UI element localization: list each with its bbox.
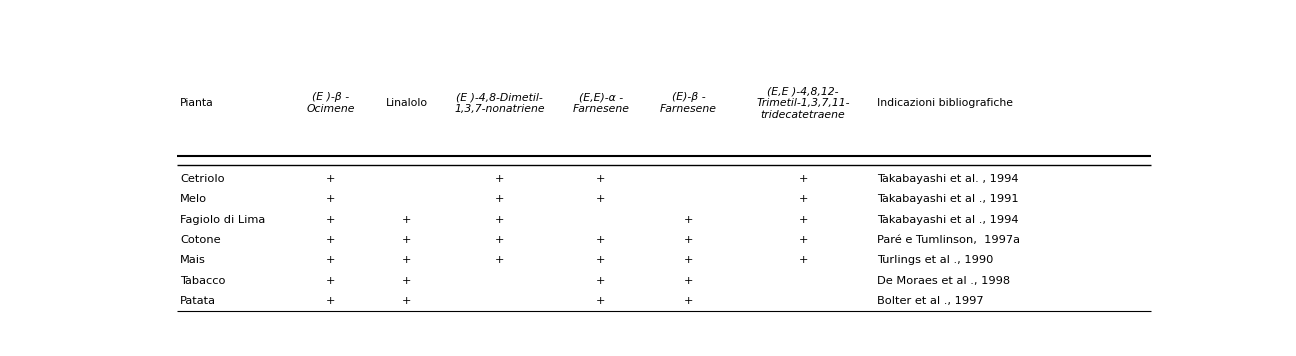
Text: +: + <box>325 296 336 306</box>
Text: Patata: Patata <box>180 296 216 306</box>
Text: +: + <box>798 235 807 245</box>
Text: Fagiolo di Lima: Fagiolo di Lima <box>180 215 266 225</box>
Text: +: + <box>596 235 605 245</box>
Text: +: + <box>325 276 336 286</box>
Text: (E )-β -
Ocimene: (E )-β - Ocimene <box>306 92 355 114</box>
Text: Takabayashi et al ., 1991: Takabayashi et al ., 1991 <box>876 194 1019 204</box>
Text: +: + <box>325 256 336 266</box>
Text: +: + <box>798 174 807 184</box>
Text: +: + <box>684 256 693 266</box>
Text: De Moraes et al ., 1998: De Moraes et al ., 1998 <box>876 276 1010 286</box>
Text: +: + <box>684 215 693 225</box>
Text: (E,E)-α -
Farnesene: (E,E)-α - Farnesene <box>573 92 630 114</box>
Text: +: + <box>402 296 412 306</box>
Text: +: + <box>325 235 336 245</box>
Text: Indicazioni bibliografiche: Indicazioni bibliografiche <box>876 98 1012 108</box>
Text: +: + <box>798 215 807 225</box>
Text: Turlings et al ., 1990: Turlings et al ., 1990 <box>876 256 993 266</box>
Text: +: + <box>495 256 504 266</box>
Text: +: + <box>495 235 504 245</box>
Text: +: + <box>402 276 412 286</box>
Text: Takabayashi et al. , 1994: Takabayashi et al. , 1994 <box>876 174 1019 184</box>
Text: +: + <box>495 215 504 225</box>
Text: Paré e Tumlinson,  1997a: Paré e Tumlinson, 1997a <box>876 235 1020 245</box>
Text: +: + <box>495 174 504 184</box>
Text: +: + <box>596 256 605 266</box>
Text: +: + <box>684 276 693 286</box>
Text: Cetriolo: Cetriolo <box>180 174 224 184</box>
Text: +: + <box>596 194 605 204</box>
Text: Tabacco: Tabacco <box>180 276 226 286</box>
Text: +: + <box>798 256 807 266</box>
Text: +: + <box>325 215 336 225</box>
Text: (E,E )-4,8,12-
Trimetil-1,3,7,11-
tridecatetraene: (E,E )-4,8,12- Trimetil-1,3,7,11- tridec… <box>757 87 850 120</box>
Text: +: + <box>325 174 336 184</box>
Text: +: + <box>402 235 412 245</box>
Text: Bolter et al ., 1997: Bolter et al ., 1997 <box>876 296 984 306</box>
Text: Pianta: Pianta <box>180 98 214 108</box>
Text: Takabayashi et al ., 1994: Takabayashi et al ., 1994 <box>876 215 1019 225</box>
Text: Melo: Melo <box>180 194 207 204</box>
Text: +: + <box>684 296 693 306</box>
Text: (E)-β -
Farnesene: (E)-β - Farnesene <box>660 92 717 114</box>
Text: Linalolo: Linalolo <box>386 98 428 108</box>
Text: +: + <box>684 235 693 245</box>
Text: +: + <box>495 194 504 204</box>
Text: +: + <box>798 194 807 204</box>
Text: +: + <box>325 194 336 204</box>
Text: +: + <box>596 174 605 184</box>
Text: +: + <box>596 276 605 286</box>
Text: +: + <box>596 296 605 306</box>
Text: Cotone: Cotone <box>180 235 220 245</box>
Text: +: + <box>402 215 412 225</box>
Text: +: + <box>402 256 412 266</box>
Text: (E )-4,8-Dimetil-
1,3,7-nonatriene: (E )-4,8-Dimetil- 1,3,7-nonatriene <box>454 92 544 114</box>
Text: Mais: Mais <box>180 256 206 266</box>
